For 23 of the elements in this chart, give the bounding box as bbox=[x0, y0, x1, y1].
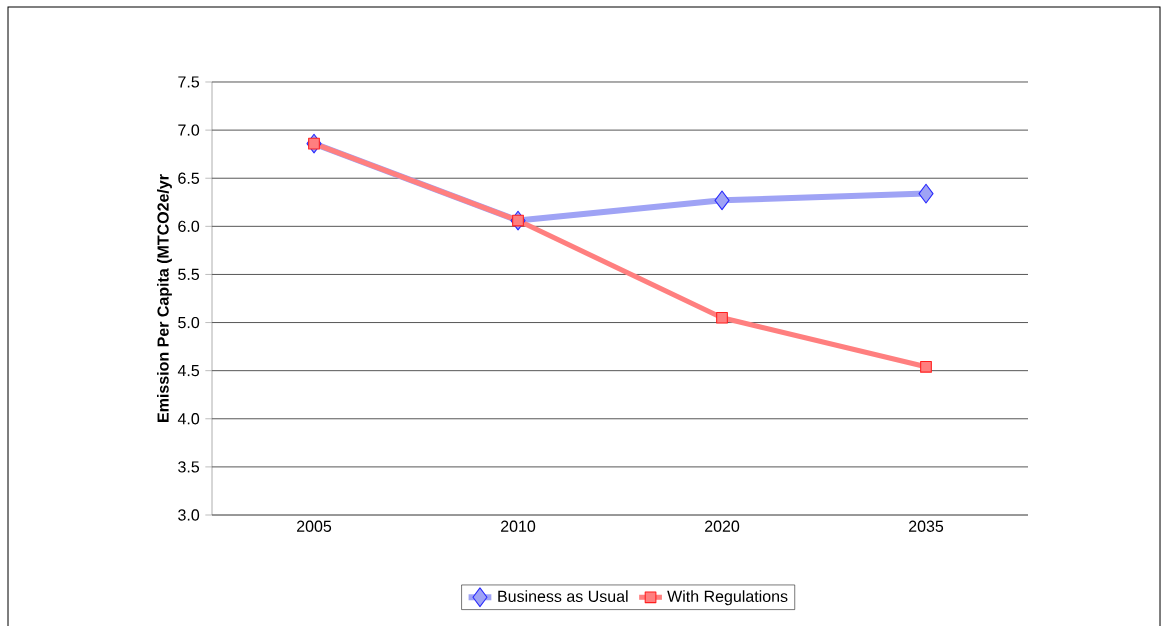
y-axis-title: Emission Per Capita (MTCO2e/yr bbox=[156, 174, 172, 422]
y-tick-label: 5.0 bbox=[178, 316, 200, 329]
y-tick-label: 7.0 bbox=[178, 124, 200, 136]
y-tick-label: 4.5 bbox=[177, 365, 200, 377]
point bbox=[714, 190, 730, 211]
point bbox=[716, 311, 728, 324]
y-tick-label: 4.0 bbox=[177, 413, 200, 425]
legend-label: Business as Usual bbox=[498, 590, 628, 603]
point bbox=[918, 183, 934, 204]
x-tick-label: 2020 bbox=[705, 520, 740, 532]
y-tick-label: 6.0 bbox=[178, 220, 200, 232]
y-tick-label: 6.5 bbox=[178, 172, 200, 184]
y-tick-label: 3.5 bbox=[178, 461, 200, 473]
y-tick-label: 5.5 bbox=[178, 268, 200, 281]
x-tick-label: 2005 bbox=[297, 520, 332, 532]
x-tick-label: 2010 bbox=[501, 520, 536, 532]
y-tick-label: 3.0 bbox=[178, 509, 200, 521]
point bbox=[308, 137, 320, 150]
y-tick-label: 7.5 bbox=[178, 76, 200, 88]
point bbox=[920, 360, 932, 373]
x-tick-label: 2035 bbox=[909, 520, 944, 532]
legend-label: With Regulations bbox=[667, 590, 788, 606]
point bbox=[512, 214, 524, 227]
